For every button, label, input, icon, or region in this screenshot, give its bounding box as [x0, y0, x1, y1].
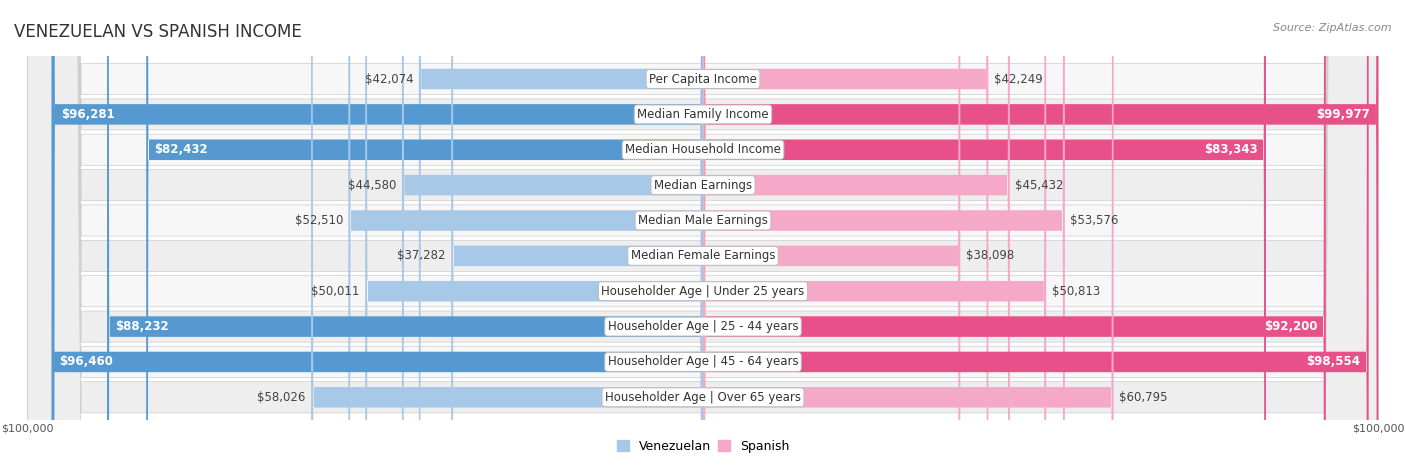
FancyBboxPatch shape: [311, 0, 703, 467]
FancyBboxPatch shape: [52, 0, 703, 467]
FancyBboxPatch shape: [349, 0, 703, 467]
Text: $82,432: $82,432: [155, 143, 208, 156]
FancyBboxPatch shape: [28, 0, 1378, 467]
FancyBboxPatch shape: [703, 0, 1046, 467]
FancyBboxPatch shape: [28, 0, 1378, 467]
Text: $42,074: $42,074: [364, 72, 413, 85]
Text: $58,026: $58,026: [257, 391, 305, 404]
Text: $60,795: $60,795: [1119, 391, 1167, 404]
FancyBboxPatch shape: [703, 0, 1368, 467]
FancyBboxPatch shape: [28, 0, 1378, 467]
FancyBboxPatch shape: [402, 0, 703, 467]
Text: $53,576: $53,576: [1070, 214, 1119, 227]
Text: $83,343: $83,343: [1204, 143, 1258, 156]
Text: Median Household Income: Median Household Income: [626, 143, 780, 156]
Text: Householder Age | 45 - 64 years: Householder Age | 45 - 64 years: [607, 355, 799, 368]
FancyBboxPatch shape: [703, 0, 1010, 467]
FancyBboxPatch shape: [28, 0, 1378, 467]
Text: Householder Age | 25 - 44 years: Householder Age | 25 - 44 years: [607, 320, 799, 333]
Text: $38,098: $38,098: [966, 249, 1014, 262]
Text: VENEZUELAN VS SPANISH INCOME: VENEZUELAN VS SPANISH INCOME: [14, 23, 302, 42]
FancyBboxPatch shape: [146, 0, 703, 467]
Text: Median Male Earnings: Median Male Earnings: [638, 214, 768, 227]
FancyBboxPatch shape: [28, 0, 1378, 467]
FancyBboxPatch shape: [703, 0, 1064, 467]
Text: $42,249: $42,249: [994, 72, 1042, 85]
Legend: Venezuelan, Spanish: Venezuelan, Spanish: [612, 435, 794, 458]
Text: $99,977: $99,977: [1316, 108, 1371, 121]
Text: $37,282: $37,282: [398, 249, 446, 262]
Text: Householder Age | Under 25 years: Householder Age | Under 25 years: [602, 285, 804, 298]
Text: Median Female Earnings: Median Female Earnings: [631, 249, 775, 262]
Text: $45,432: $45,432: [1015, 178, 1064, 191]
Text: $98,554: $98,554: [1306, 355, 1361, 368]
FancyBboxPatch shape: [28, 0, 1378, 467]
FancyBboxPatch shape: [28, 0, 1378, 467]
FancyBboxPatch shape: [28, 0, 1378, 467]
Text: Median Earnings: Median Earnings: [654, 178, 752, 191]
FancyBboxPatch shape: [703, 0, 988, 467]
Text: $52,510: $52,510: [294, 214, 343, 227]
FancyBboxPatch shape: [107, 0, 703, 467]
FancyBboxPatch shape: [703, 0, 1265, 467]
FancyBboxPatch shape: [419, 0, 703, 467]
FancyBboxPatch shape: [703, 0, 1114, 467]
Text: Per Capita Income: Per Capita Income: [650, 72, 756, 85]
FancyBboxPatch shape: [366, 0, 703, 467]
Text: $88,232: $88,232: [115, 320, 169, 333]
FancyBboxPatch shape: [703, 0, 960, 467]
Text: $96,460: $96,460: [59, 355, 114, 368]
Text: Householder Age | Over 65 years: Householder Age | Over 65 years: [605, 391, 801, 404]
Text: Source: ZipAtlas.com: Source: ZipAtlas.com: [1274, 23, 1392, 33]
FancyBboxPatch shape: [451, 0, 703, 467]
FancyBboxPatch shape: [52, 0, 703, 467]
Text: $44,580: $44,580: [349, 178, 396, 191]
FancyBboxPatch shape: [703, 0, 1326, 467]
Text: $50,813: $50,813: [1052, 285, 1099, 298]
Text: $92,200: $92,200: [1264, 320, 1317, 333]
Text: $50,011: $50,011: [312, 285, 360, 298]
Text: Median Family Income: Median Family Income: [637, 108, 769, 121]
FancyBboxPatch shape: [28, 0, 1378, 467]
FancyBboxPatch shape: [703, 0, 1378, 467]
Text: $96,281: $96,281: [60, 108, 114, 121]
FancyBboxPatch shape: [28, 0, 1378, 467]
